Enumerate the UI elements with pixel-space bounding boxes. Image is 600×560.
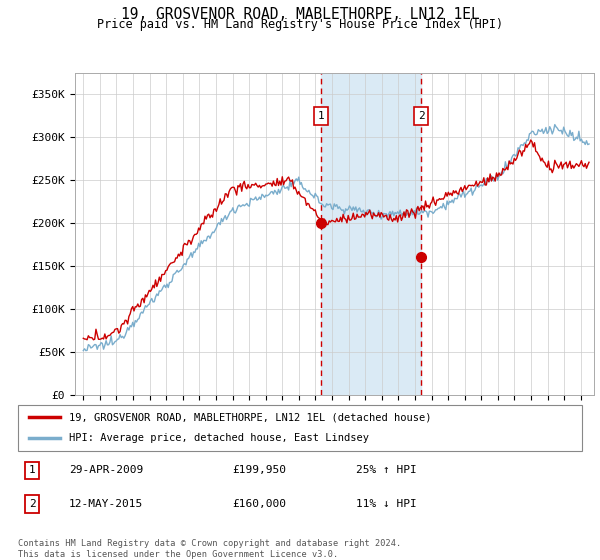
- Text: 11% ↓ HPI: 11% ↓ HPI: [356, 499, 417, 509]
- Text: 2: 2: [29, 499, 35, 509]
- Text: 1: 1: [29, 465, 35, 475]
- FancyBboxPatch shape: [18, 405, 582, 451]
- Text: £160,000: £160,000: [232, 499, 286, 509]
- Text: 19, GROSVENOR ROAD, MABLETHORPE, LN12 1EL (detached house): 19, GROSVENOR ROAD, MABLETHORPE, LN12 1E…: [69, 412, 431, 422]
- Text: £199,950: £199,950: [232, 465, 286, 475]
- Text: 2: 2: [418, 111, 424, 122]
- Text: Contains HM Land Registry data © Crown copyright and database right 2024.
This d: Contains HM Land Registry data © Crown c…: [18, 539, 401, 559]
- Text: 1: 1: [317, 111, 324, 122]
- Text: 25% ↑ HPI: 25% ↑ HPI: [356, 465, 417, 475]
- Text: 29-APR-2009: 29-APR-2009: [69, 465, 143, 475]
- Text: HPI: Average price, detached house, East Lindsey: HPI: Average price, detached house, East…: [69, 433, 369, 444]
- Text: 12-MAY-2015: 12-MAY-2015: [69, 499, 143, 509]
- Text: 19, GROSVENOR ROAD, MABLETHORPE, LN12 1EL: 19, GROSVENOR ROAD, MABLETHORPE, LN12 1E…: [121, 7, 479, 22]
- Text: Price paid vs. HM Land Registry's House Price Index (HPI): Price paid vs. HM Land Registry's House …: [97, 18, 503, 31]
- Bar: [321, 73, 421, 395]
